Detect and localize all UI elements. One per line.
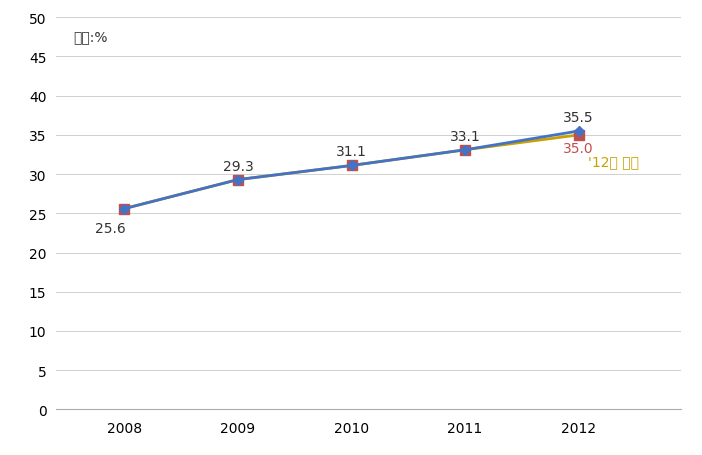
- Text: '12년 목표: '12년 목표: [588, 154, 639, 168]
- Text: 단위:%: 단위:%: [73, 30, 107, 44]
- Text: 35.0: 35.0: [564, 142, 594, 156]
- Text: 29.3: 29.3: [223, 159, 253, 173]
- Text: 31.1: 31.1: [336, 145, 367, 159]
- Text: 25.6: 25.6: [95, 222, 126, 236]
- Text: 33.1: 33.1: [450, 129, 480, 143]
- Text: 35.5: 35.5: [564, 111, 594, 125]
